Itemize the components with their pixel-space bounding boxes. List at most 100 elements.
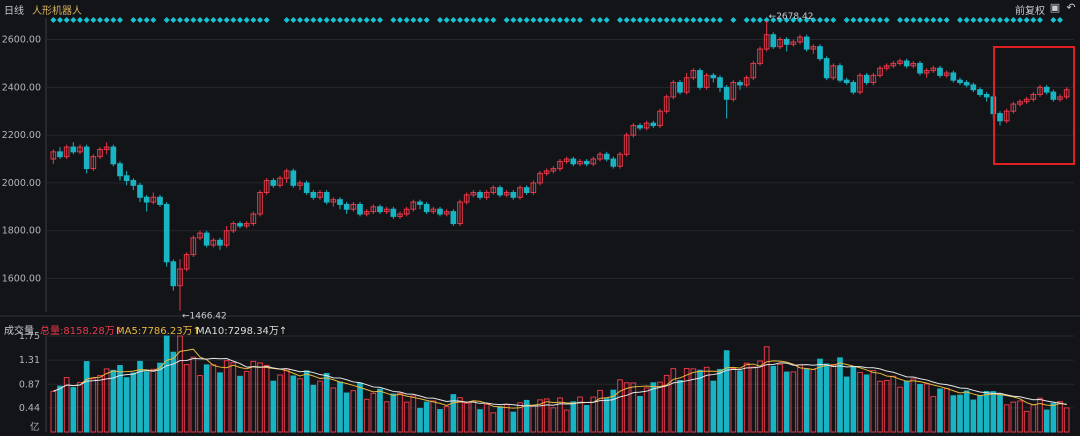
lock-icon[interactable]: ▣	[1049, 1, 1061, 14]
volume-bar	[737, 370, 743, 433]
signal-marker	[537, 17, 543, 23]
volume-bar	[743, 362, 750, 433]
price-tick-label: 1800.00	[2, 226, 41, 237]
candle-body	[543, 170, 550, 174]
signal-marker	[963, 17, 970, 23]
candle-body	[310, 191, 317, 198]
volume-bar	[797, 364, 803, 433]
candle-body	[350, 203, 357, 210]
volume-bar	[543, 398, 550, 433]
signal-marker	[117, 17, 123, 23]
signal-marker	[643, 17, 650, 23]
candle-body	[923, 70, 930, 74]
volume-bar	[690, 368, 697, 433]
volume-bar	[1043, 409, 1050, 433]
signal-marker	[397, 17, 403, 23]
signal-marker	[463, 17, 470, 23]
candle-body	[897, 60, 903, 64]
volume-bar	[790, 371, 797, 433]
volume-bar	[510, 411, 517, 433]
signal-marker	[903, 17, 910, 23]
signal-marker	[917, 17, 923, 23]
candle-body	[1023, 98, 1030, 103]
index-name: 人形机器人	[32, 6, 82, 17]
volume-bar	[443, 406, 450, 433]
signal-marker	[730, 17, 737, 23]
signal-marker	[50, 17, 57, 23]
candle-body	[90, 156, 97, 170]
candle-body	[950, 72, 957, 81]
candle-body	[390, 208, 397, 217]
volume-bar	[57, 385, 63, 433]
signal-marker	[63, 17, 70, 23]
volume-bar	[383, 401, 390, 433]
volume-bar	[937, 388, 943, 433]
signal-marker	[190, 17, 197, 23]
signal-marker	[717, 17, 723, 23]
signal-marker	[597, 17, 603, 23]
volume-bar	[837, 357, 843, 433]
volume-bar	[610, 389, 617, 433]
signal-marker	[363, 17, 370, 23]
signal-marker	[743, 17, 750, 23]
candle-body	[970, 84, 977, 91]
candle-body	[137, 184, 143, 198]
signal-marker	[1057, 17, 1063, 23]
volume-bar	[197, 375, 203, 433]
volume-bar	[283, 368, 290, 433]
signal-marker	[370, 17, 377, 23]
signal-marker	[130, 17, 137, 23]
adjust-button[interactable]: 前复权	[1015, 6, 1045, 17]
volume-bar	[863, 374, 870, 433]
signal-marker	[310, 17, 317, 23]
volume-bar	[237, 375, 243, 433]
volume-bar	[517, 402, 523, 433]
signal-marker	[530, 17, 537, 23]
candle-body	[750, 62, 757, 79]
volume-bar	[583, 405, 590, 433]
candle-body	[597, 153, 603, 160]
volume-bar	[630, 382, 637, 433]
volume-bar	[663, 374, 670, 433]
candle-body	[523, 187, 530, 193]
candle-body	[943, 72, 950, 76]
period-label[interactable]: 日线	[4, 6, 24, 17]
volume-bar	[723, 350, 730, 433]
signal-marker	[377, 17, 383, 23]
volume-bar	[897, 386, 903, 433]
signal-marker	[197, 17, 203, 23]
candle-body	[830, 65, 837, 79]
volume-bar	[130, 372, 137, 433]
signal-marker	[683, 17, 690, 23]
signal-marker	[677, 17, 683, 23]
signal-marker	[1030, 17, 1037, 23]
signal-marker	[970, 17, 977, 23]
signal-marker	[937, 17, 943, 23]
volume-bar	[163, 335, 170, 433]
signal-marker	[150, 17, 157, 23]
volume-bar	[303, 370, 310, 433]
candle-body	[870, 74, 877, 84]
volume-bar	[190, 356, 197, 433]
candle-body	[983, 93, 990, 98]
candle-body	[963, 82, 970, 86]
candle-body	[517, 187, 523, 198]
undo-icon[interactable]: ↶	[1066, 1, 1076, 14]
candle-body	[1050, 91, 1057, 100]
candle-body	[590, 158, 597, 165]
candle-body	[297, 182, 303, 186]
volume-bar	[957, 394, 963, 433]
volume-bar	[490, 412, 497, 433]
candle-body	[710, 74, 717, 79]
volume-bar	[263, 364, 270, 433]
high-annotation: ←2678.42	[769, 12, 814, 22]
volume-bar	[530, 405, 537, 433]
signal-marker	[137, 17, 143, 23]
volume-bar	[323, 372, 330, 433]
volume-bar	[370, 392, 377, 433]
volume-bar	[463, 402, 470, 433]
signal-marker	[443, 17, 450, 23]
signal-marker	[877, 17, 883, 23]
candle-body	[530, 182, 537, 193]
volume-ma5: MA5:7786.23万↑	[116, 326, 201, 337]
